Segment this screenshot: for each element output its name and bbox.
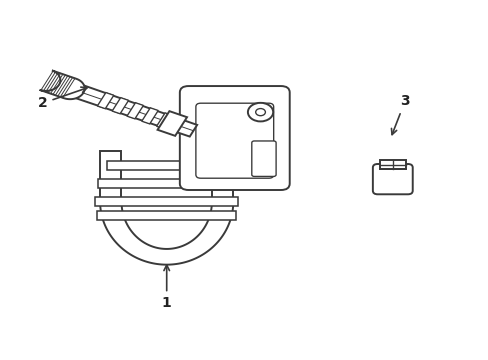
FancyBboxPatch shape bbox=[251, 141, 276, 176]
Polygon shape bbox=[211, 152, 233, 202]
Polygon shape bbox=[66, 82, 197, 136]
Polygon shape bbox=[112, 98, 128, 114]
Polygon shape bbox=[98, 179, 235, 188]
Polygon shape bbox=[156, 113, 173, 129]
Polygon shape bbox=[100, 202, 233, 265]
FancyBboxPatch shape bbox=[180, 86, 289, 190]
Polygon shape bbox=[142, 108, 158, 124]
Polygon shape bbox=[379, 160, 405, 169]
Text: 1: 1 bbox=[162, 265, 171, 310]
FancyBboxPatch shape bbox=[372, 164, 412, 194]
Text: 3: 3 bbox=[391, 94, 409, 135]
FancyBboxPatch shape bbox=[196, 103, 273, 178]
Polygon shape bbox=[157, 111, 186, 136]
Polygon shape bbox=[107, 161, 226, 170]
Polygon shape bbox=[127, 103, 143, 119]
Polygon shape bbox=[97, 93, 114, 109]
Circle shape bbox=[247, 103, 273, 121]
Circle shape bbox=[255, 109, 265, 116]
Polygon shape bbox=[100, 152, 121, 202]
Polygon shape bbox=[95, 197, 238, 206]
Text: 2: 2 bbox=[38, 87, 87, 110]
Polygon shape bbox=[97, 211, 236, 220]
Polygon shape bbox=[40, 71, 84, 99]
